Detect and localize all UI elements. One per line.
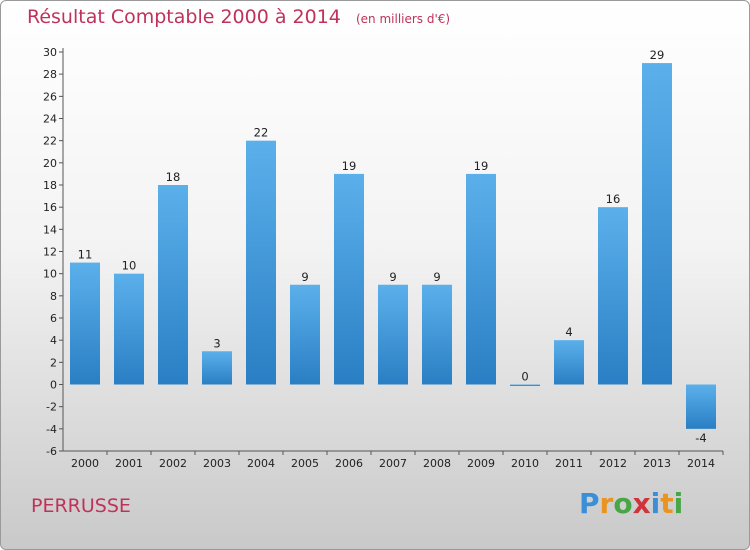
y-tick-label: 18 (43, 179, 57, 192)
y-tick-label: 26 (43, 90, 57, 103)
y-tick-label: 6 (50, 312, 57, 325)
y-tick-label: 16 (43, 201, 57, 214)
chart-title-main: Résultat Comptable 2000 à 2014 (27, 6, 341, 28)
y-tick-label: 22 (43, 135, 57, 148)
x-tick-label: 2006 (335, 457, 363, 470)
x-tick-label: 2007 (379, 457, 407, 470)
bar-value-label: 3 (213, 336, 220, 350)
bar-value-label: 9 (301, 270, 308, 284)
y-tick-label: 0 (50, 379, 57, 392)
y-tick-label: 10 (43, 268, 57, 281)
proxiti-logo: Proxiti (579, 487, 683, 520)
bar (466, 173, 496, 385)
x-tick-label: 2004 (247, 457, 275, 470)
bar-value-label: 11 (78, 248, 93, 262)
x-tick-label: 2011 (555, 457, 583, 470)
bar-value-label: 19 (342, 159, 357, 173)
y-tick-label: 4 (50, 334, 57, 347)
bar (378, 284, 408, 385)
x-tick-label: 2005 (291, 457, 319, 470)
logo-letter: t (660, 487, 674, 520)
y-tick-label: 30 (43, 46, 57, 59)
x-tick-label: 2010 (511, 457, 539, 470)
x-tick-label: 2014 (687, 457, 715, 470)
y-tick-label: 14 (43, 223, 57, 236)
bar-value-label: 18 (166, 170, 181, 184)
logo-letter: i (650, 487, 661, 520)
x-tick-label: 2008 (423, 457, 451, 470)
y-tick-label: 28 (43, 68, 57, 81)
y-tick-label: 20 (43, 157, 57, 170)
bar (158, 185, 188, 385)
x-tick-label: 2002 (159, 457, 187, 470)
bar (642, 63, 672, 385)
bar (334, 173, 364, 385)
bar-value-label: 16 (606, 192, 621, 206)
y-tick-label: 8 (50, 290, 57, 303)
bar (246, 140, 276, 385)
chart-title: Résultat Comptable 2000 à 2014 (en milli… (27, 6, 450, 28)
bar (598, 207, 628, 385)
bar-value-label: 29 (650, 48, 665, 62)
bar-value-label: 9 (433, 270, 440, 284)
x-tick-label: 2012 (599, 457, 627, 470)
commune-name: PERRUSSE (31, 495, 131, 517)
logo-letter: o (613, 487, 633, 520)
y-tick-label: -6 (46, 445, 57, 458)
logo-letter: r (599, 487, 614, 520)
logo-letter: x (632, 487, 651, 520)
logo-letter: P (579, 487, 600, 520)
bar (202, 351, 232, 385)
bar-value-label: -4 (695, 431, 706, 445)
bar (422, 284, 452, 385)
y-tick-label: 12 (43, 246, 57, 259)
x-tick-label: 2013 (643, 457, 671, 470)
bar (510, 384, 540, 386)
bar-value-label: 0 (521, 370, 528, 384)
y-tick-label: 2 (50, 356, 57, 369)
x-tick-label: 2000 (71, 457, 99, 470)
bar-value-label: 19 (474, 159, 489, 173)
logo-letter: i (673, 487, 684, 520)
bar (554, 340, 584, 385)
bar-value-label: 9 (389, 270, 396, 284)
bar (70, 262, 100, 385)
bar-value-label: 22 (254, 126, 269, 140)
x-tick-label: 2003 (203, 457, 231, 470)
bar (686, 384, 716, 429)
bar (114, 273, 144, 385)
bar (290, 284, 320, 385)
x-tick-label: 2001 (115, 457, 143, 470)
x-tick-label: 2009 (467, 457, 495, 470)
y-tick-label: 24 (43, 113, 57, 126)
chart-title-unit: (en milliers d'€) (355, 12, 451, 26)
y-tick-label: -4 (46, 423, 57, 436)
bar-value-label: 4 (565, 325, 572, 339)
bar-value-label: 10 (122, 259, 137, 273)
y-tick-label: -2 (46, 401, 57, 414)
